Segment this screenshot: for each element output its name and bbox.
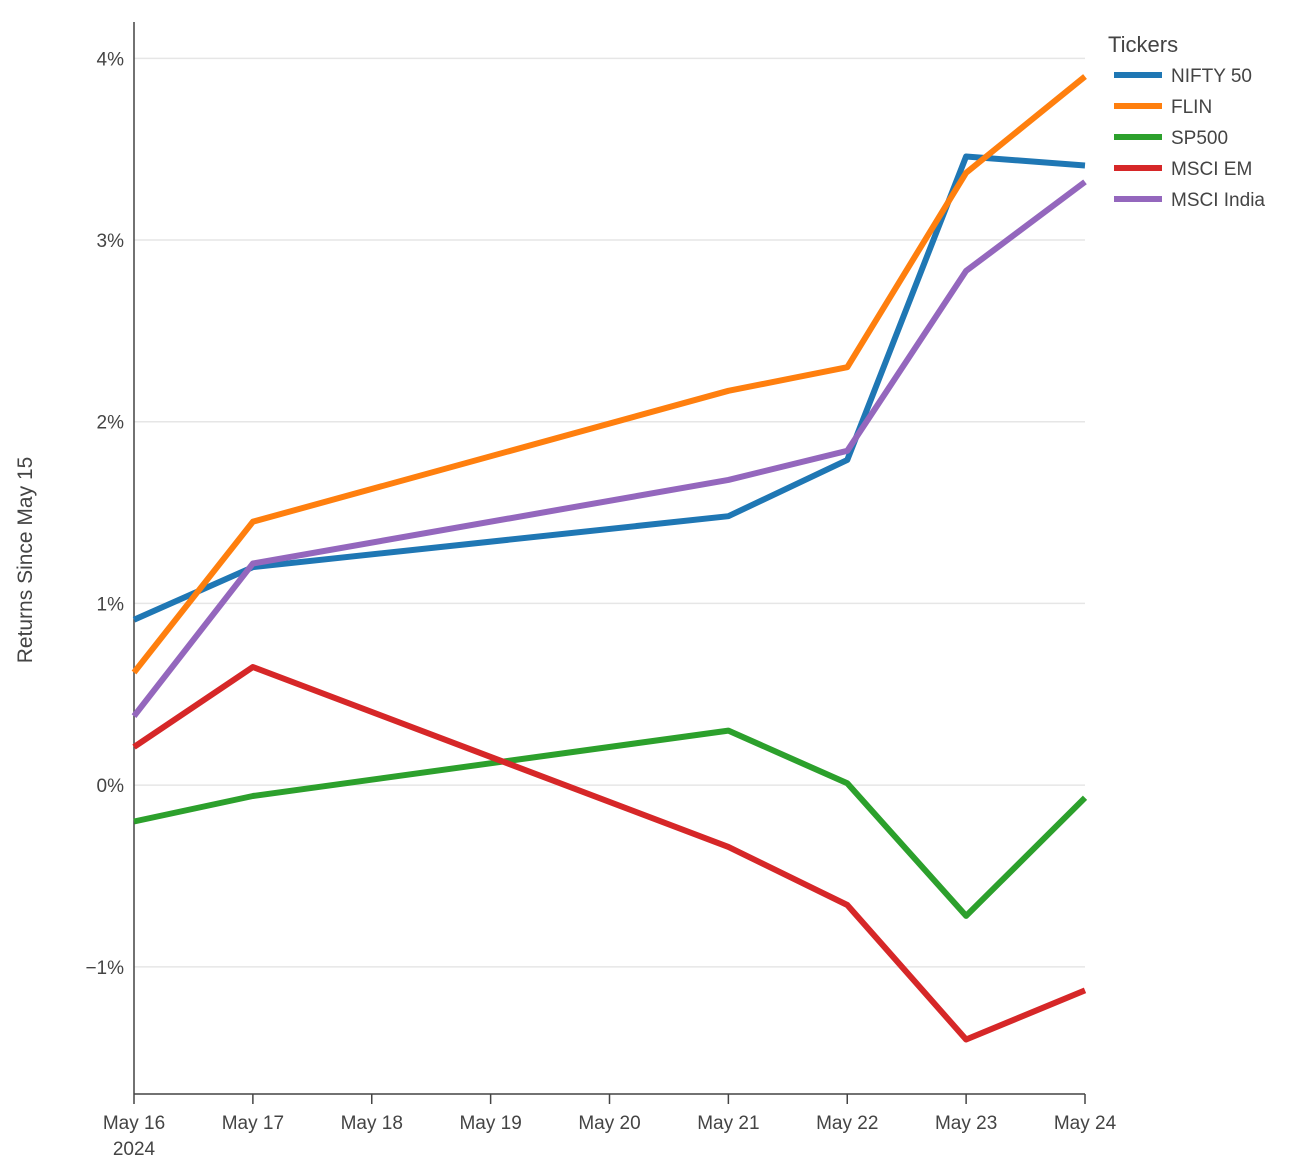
legend-label: NIFTY 50 <box>1171 66 1252 87</box>
legend-label: SP500 <box>1171 128 1228 149</box>
legend-item-nifty-50[interactable]: NIFTY 50 <box>1114 66 1252 87</box>
y-axis-title: Returns Since May 15 <box>14 457 37 664</box>
legend-label: MSCI EM <box>1171 159 1252 180</box>
legend-item-msci-em[interactable]: MSCI EM <box>1114 159 1252 180</box>
series-line-sp500 <box>133 727 1088 919</box>
x-tick-label: May 20 <box>578 1113 640 1134</box>
x-tick-label: May 23 <box>935 1113 997 1134</box>
y-tick-label: 3% <box>97 231 125 252</box>
x-tick-year-label: 2024 <box>113 1139 156 1160</box>
x-tick-label: May 19 <box>459 1113 521 1134</box>
y-tick-label: −1% <box>85 958 124 979</box>
series-lines <box>131 74 1088 1043</box>
legend-label: MSCI India <box>1171 190 1265 211</box>
series-line-msci-em <box>132 664 1087 1043</box>
series-line-nifty-50 <box>132 153 1086 623</box>
x-tick-label: May 24 <box>1054 1113 1117 1134</box>
x-tick-label: May 22 <box>816 1113 878 1134</box>
y-tick-label: 0% <box>97 776 125 797</box>
gridlines <box>134 57 1085 968</box>
x-tick-label: May 16 <box>103 1113 165 1134</box>
y-tick-label: 1% <box>97 594 125 615</box>
legend[interactable]: Tickers NIFTY 50 FLIN SP500 MSCI EM MSCI Indi… <box>1108 32 1265 211</box>
x-tick-label: May 18 <box>341 1113 403 1134</box>
y-tick-label: 4% <box>97 49 125 70</box>
legend-item-sp500[interactable]: SP500 <box>1114 128 1228 149</box>
y-tick-label: 2% <box>97 413 125 434</box>
series-line-msci-india <box>131 179 1087 718</box>
legend-item-flin[interactable]: FLIN <box>1114 97 1212 118</box>
axes: −1% 0% 1% 2% 3% 4% May 16 2024 May 17 May 18 May 1… <box>85 22 1117 1160</box>
legend-title: Tickers <box>1108 32 1178 57</box>
legend-item-msci-india[interactable]: MSCI India <box>1114 190 1265 211</box>
series-line-flin <box>131 74 1087 675</box>
x-tick-label: May 17 <box>222 1113 284 1134</box>
legend-label: FLIN <box>1171 97 1212 118</box>
x-tick-label: May 21 <box>697 1113 759 1134</box>
